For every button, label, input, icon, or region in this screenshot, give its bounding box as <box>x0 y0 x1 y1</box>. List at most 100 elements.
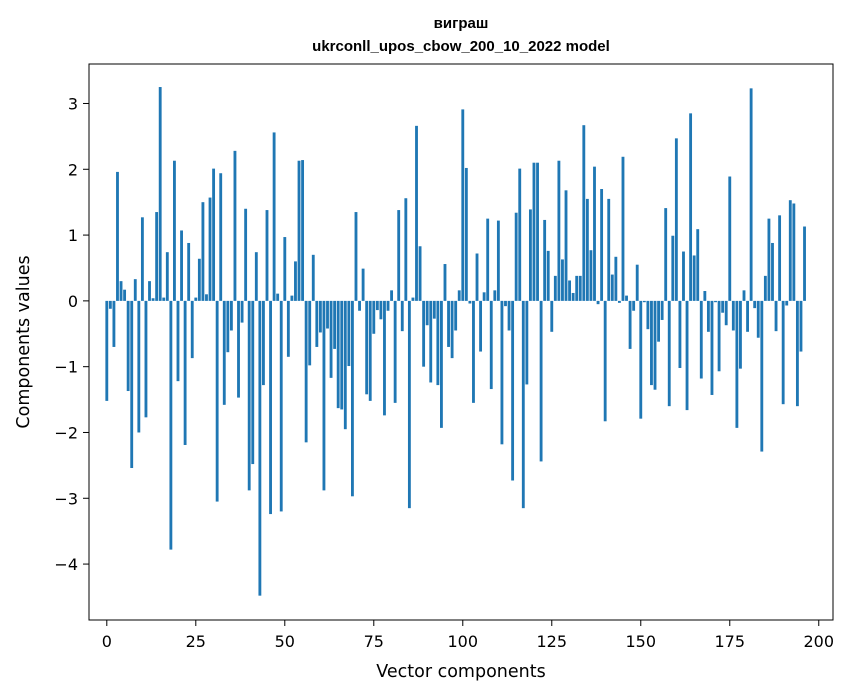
bar-98 <box>454 300 458 331</box>
bar-85 <box>407 300 411 509</box>
bar-33 <box>222 300 226 405</box>
bar-185 <box>763 275 767 301</box>
bar-171 <box>714 300 717 303</box>
bar-63 <box>329 300 333 378</box>
bar-71 <box>358 300 361 311</box>
bar-55 <box>301 160 305 301</box>
bar-24 <box>190 300 194 359</box>
bar-68 <box>347 300 351 367</box>
bar-92 <box>432 300 436 319</box>
bar-28 <box>205 294 208 301</box>
bar-91 <box>429 300 433 383</box>
y-axis-label: Components values <box>14 255 34 428</box>
bar-154 <box>653 300 657 390</box>
bar-121 <box>536 162 539 301</box>
bar-109 <box>493 290 497 301</box>
bar-27 <box>201 202 205 301</box>
bar-40 <box>247 300 251 491</box>
bar-49 <box>279 300 283 512</box>
bar-101 <box>464 167 468 301</box>
bar-18 <box>169 300 173 550</box>
bar-104 <box>475 253 479 301</box>
bar-125 <box>550 300 554 332</box>
bar-130 <box>568 280 571 301</box>
bar-42 <box>254 252 258 301</box>
bar-157 <box>664 208 668 301</box>
bar-196 <box>803 226 806 301</box>
bar-23 <box>187 242 191 301</box>
bar-165 <box>692 255 696 301</box>
bar-152 <box>646 300 650 330</box>
bar-76 <box>375 300 379 311</box>
x-tick-label: 25 <box>186 632 206 651</box>
x-tick-label: 200 <box>803 632 834 651</box>
bar-56 <box>304 300 308 443</box>
bar-135 <box>585 198 589 301</box>
bar-54 <box>297 160 301 301</box>
bar-190 <box>781 300 785 405</box>
bar-131 <box>571 292 575 301</box>
bar-169 <box>706 300 710 332</box>
bar-126 <box>553 275 557 301</box>
bar-116 <box>518 168 522 301</box>
bar-178 <box>739 300 742 369</box>
bar-80 <box>390 290 394 301</box>
bar-189 <box>778 215 782 301</box>
bar-147 <box>628 300 632 349</box>
bar-100 <box>461 109 465 301</box>
bar-175 <box>728 176 732 301</box>
bar-59 <box>315 300 319 347</box>
bar-155 <box>657 300 660 342</box>
x-tick-label: 0 <box>102 632 112 651</box>
bar-64 <box>333 300 337 349</box>
bar-193 <box>792 203 796 301</box>
bar-50 <box>283 237 287 301</box>
bar-159 <box>671 235 675 301</box>
bar-82 <box>397 210 401 301</box>
bar-90 <box>425 300 429 326</box>
bar-151 <box>642 300 646 303</box>
bar-184 <box>760 300 764 452</box>
bar-41 <box>251 300 255 465</box>
bar-160 <box>674 138 678 301</box>
bar-46 <box>269 300 272 515</box>
bar-38 <box>240 300 244 323</box>
bar-191 <box>785 300 789 306</box>
x-tick-label: 75 <box>364 632 384 651</box>
bar-93 <box>436 300 440 386</box>
bar-148 <box>632 300 636 311</box>
bar-30 <box>212 168 216 301</box>
bar-156 <box>660 300 664 320</box>
bar-134 <box>582 125 586 301</box>
y-tick-label: −1 <box>54 358 78 377</box>
bar-177 <box>735 300 739 428</box>
bar-58 <box>311 254 315 301</box>
bar-108 <box>489 300 493 390</box>
bar-86 <box>411 297 415 301</box>
bar-53 <box>294 261 297 301</box>
bar-81 <box>393 300 397 403</box>
bar-26 <box>197 258 201 301</box>
x-tick-label: 175 <box>714 632 745 651</box>
bar-4 <box>119 281 123 301</box>
bar-174 <box>724 300 728 326</box>
bar-132 <box>575 275 579 301</box>
bar-142 <box>610 274 614 301</box>
bar-181 <box>749 88 753 301</box>
bar-97 <box>450 300 454 359</box>
bar-172 <box>717 300 721 372</box>
bar-20 <box>176 300 180 382</box>
bar-182 <box>753 300 757 309</box>
bar-145 <box>621 156 625 301</box>
bar-110 <box>496 220 500 301</box>
bar-168 <box>703 291 707 301</box>
y-tick-label: 1 <box>68 226 78 245</box>
bar-107 <box>486 218 490 301</box>
bar-99 <box>457 290 461 301</box>
bar-111 <box>500 300 504 445</box>
bar-14 <box>155 212 159 301</box>
bar-67 <box>343 300 347 430</box>
x-tick-label: 50 <box>275 632 295 651</box>
bar-52 <box>290 295 294 301</box>
bar-164 <box>689 113 693 301</box>
